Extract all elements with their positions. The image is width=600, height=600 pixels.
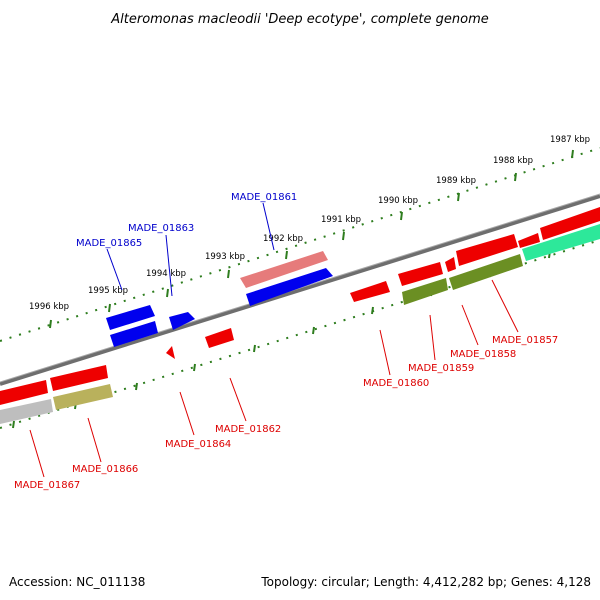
- gene-made-01867-a: [0, 380, 48, 405]
- outer-major-ticks: [49, 149, 574, 329]
- forward-gene-labels: MADE_01861 MADE_01863 MADE_01865: [76, 192, 297, 249]
- genome-backbone: [0, 193, 600, 386]
- gene-made-01863: [169, 312, 195, 330]
- gene-label-made-01861: MADE_01861: [231, 192, 297, 203]
- gene-label-made-01860: MADE_01860: [363, 378, 429, 389]
- gene-made-01857-a: [540, 207, 600, 240]
- gene-made-01866-b: [53, 384, 113, 410]
- forward-genes: [106, 251, 333, 347]
- gene-made-01866-a: [50, 365, 108, 391]
- kbp-label: 1991 kbp: [321, 215, 361, 225]
- reverse-gene-labels: MADE_01857 MADE_01858 MADE_01859 MADE_01…: [14, 335, 558, 491]
- gene-made-01859-b: [402, 278, 448, 305]
- outer-ruler: [0, 147, 600, 342]
- gene-made-01865-a: [106, 305, 155, 330]
- gene-label-made-01864: MADE_01864: [165, 439, 231, 450]
- gene-made-01865-b: [110, 321, 158, 347]
- gene-made-01867-b: [0, 399, 53, 424]
- gene-label-made-01863: MADE_01863: [128, 223, 194, 234]
- genome-summary-text: Topology: circular; Length: 4,412,282 bp…: [260, 575, 591, 589]
- gene-made-01857-b: [522, 224, 600, 261]
- gene-label-made-01866: MADE_01866: [72, 464, 138, 475]
- kbp-label: 1989 kbp: [436, 176, 476, 186]
- gene-made-01858-a: [456, 234, 518, 266]
- gene-label-made-01858: MADE_01858: [450, 349, 516, 360]
- kbp-label: 1994 kbp: [146, 269, 186, 279]
- gene-made-01859-a: [398, 262, 443, 286]
- gene-label-made-01867: MADE_01867: [14, 480, 80, 491]
- kbp-label: 1993 kbp: [205, 252, 245, 262]
- gene-label-made-01857: MADE_01857: [492, 335, 558, 346]
- gene-label-made-01865: MADE_01865: [76, 238, 142, 249]
- gene-made-01860: [350, 281, 390, 302]
- gene-made-01864: [166, 346, 175, 359]
- map-title: Alteromonas macleodii 'Deep ecotype', co…: [110, 12, 488, 27]
- accession-text: Accession: NC_011138: [9, 575, 145, 589]
- kbp-labels: 1987 kbp 1988 kbp 1989 kbp 1990 kbp 1991…: [29, 135, 590, 312]
- kbp-label: 1987 kbp: [550, 135, 590, 145]
- kbp-label: 1992 kbp: [263, 234, 303, 244]
- kbp-label: 1990 kbp: [378, 196, 418, 206]
- gene-label-made-01859: MADE_01859: [408, 363, 474, 374]
- gene-made-01858-b: [449, 254, 523, 290]
- reverse-genes: [0, 207, 600, 424]
- gene-made-01859-c: [445, 257, 456, 272]
- gene-made-01857-c: [518, 233, 540, 248]
- gene-made-01861-shadow: [240, 251, 328, 288]
- gene-made-01861-cds: [246, 268, 333, 306]
- label-leaders: [29, 202, 519, 478]
- gene-label-made-01862: MADE_01862: [215, 424, 281, 435]
- kbp-label: 1988 kbp: [493, 156, 533, 166]
- kbp-label: 1995 kbp: [88, 286, 128, 296]
- gene-made-01862: [205, 328, 234, 348]
- kbp-label: 1996 kbp: [29, 302, 69, 312]
